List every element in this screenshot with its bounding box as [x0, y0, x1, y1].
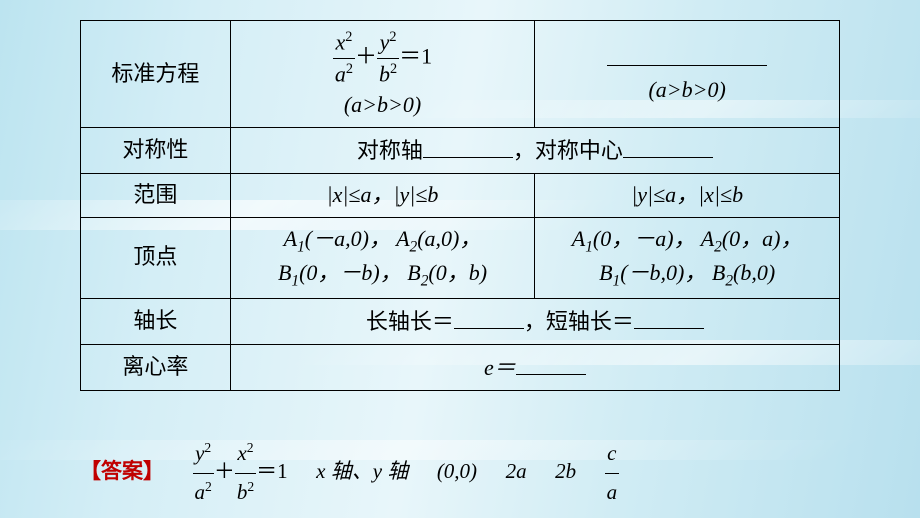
symmetry-cell: 对称轴，对称中心	[230, 128, 839, 174]
answer-eq: y2a2＋x2b2＝1	[193, 459, 293, 483]
vertices-horizontal: A1(－a,0)， A2(a,0)， B1(0，－b)， B2(0，b)	[230, 217, 535, 298]
answer-major: 2a	[506, 459, 527, 483]
range-horizontal: |x|≤a，|y|≤b	[230, 174, 535, 218]
blank-ecc	[516, 351, 586, 375]
row-std-eq-label: 标准方程	[81, 21, 231, 128]
range-vertical: |y|≤a，|x|≤b	[535, 174, 840, 218]
cond-2: (a>b>0)	[648, 77, 725, 102]
std-eq-vertical: (a>b>0)	[535, 21, 840, 128]
row-symmetry-label: 对称性	[81, 128, 231, 174]
row-axis-length-label: 轴长	[81, 298, 231, 344]
blank-center	[623, 134, 713, 158]
row-vertices-label: 顶点	[81, 217, 231, 298]
answer-axes: x 轴、y 轴	[316, 459, 408, 483]
answer-center: (0,0)	[437, 459, 477, 483]
blank-axis	[423, 134, 513, 158]
row-range-label: 范围	[81, 174, 231, 218]
answer-ecc: ca	[605, 435, 620, 512]
answers-line: 【答案】 y2a2＋x2b2＝1 x 轴、y 轴 (0,0) 2a 2b ca	[80, 435, 860, 512]
properties-table: 标准方程 x2a2＋y2b2＝1 (a>b>0) (a>b>0) 对称性 对称轴…	[80, 20, 840, 391]
answer-label: 【答案】	[80, 459, 164, 483]
vertices-vertical: A1(0，－a)， A2(0，a)， B1(－b,0)， B2(b,0)	[535, 217, 840, 298]
axis-length-cell: 长轴长＝，短轴长＝	[230, 298, 839, 344]
row-eccentricity-label: 离心率	[81, 344, 231, 390]
blank-major	[454, 305, 524, 329]
blank-minor	[634, 305, 704, 329]
std-eq-horizontal: x2a2＋y2b2＝1 (a>b>0)	[230, 21, 535, 128]
cond-1: (a>b>0)	[344, 92, 421, 117]
blank-eq	[607, 42, 767, 66]
eccentricity-cell: e＝	[230, 344, 839, 390]
answer-minor: 2b	[555, 459, 576, 483]
